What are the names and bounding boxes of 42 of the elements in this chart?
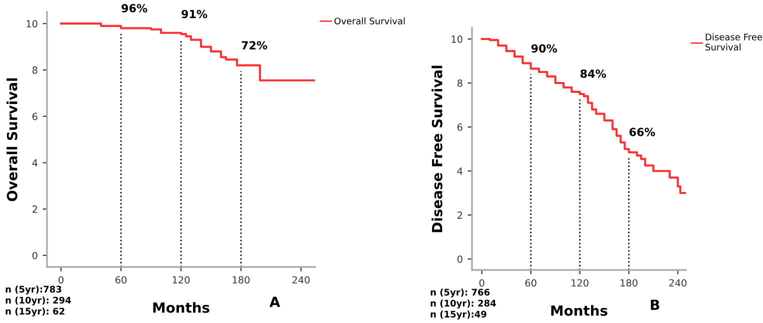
x-tick-label: 180 [232,276,250,284]
x-tick-label: 60 [115,276,127,284]
y-tick-label: 0 [457,255,462,263]
legend-label: Overall Survival [334,17,405,24]
text: n (5yr): 766 [430,288,490,298]
annotation: 72% [242,41,268,50]
text: n (10yr): 284 [430,300,496,308]
x-axis-title: Months [551,305,608,316]
text: A [270,296,280,307]
y-tick-label: 4 [457,168,462,175]
y-tick-label: 0 [32,252,38,260]
y-axis-title: Overall Survival [6,78,18,202]
x-tick-label: 0 [58,276,64,284]
text: n (5yr):783 [6,286,62,294]
annotation: 91% [182,10,208,18]
y-tick-label: 10 [26,20,38,28]
x-tick-label: 120 [172,276,190,284]
annotation: 90% [531,44,558,53]
y-axis-title: Disease Free Survival [432,66,442,232]
y-tick-label: 2 [458,211,462,219]
annotation: 84% [580,70,606,78]
text: n (10yr): 294 [6,296,71,306]
text: n (15yr): 62 [6,308,64,316]
x-tick-label: 180 [620,279,638,287]
y-tick-label: 8 [32,66,38,74]
y-tick-label: 6 [457,123,462,131]
x-axis-title: Months [153,302,210,313]
text: B [650,300,660,310]
y-tick-label: 2 [32,206,37,213]
annotation: 66% [630,128,656,136]
x-tick-label: 0 [479,279,484,287]
x-tick-label: 120 [572,279,588,287]
annotation: 96% [122,4,148,12]
x-tick-label: 240 [669,279,686,287]
text: n (15yr):49 [430,310,486,320]
x-tick-label: 60 [525,279,536,287]
y-tick-label: 6 [32,112,38,120]
legend-label: Disease Free Survival [706,33,762,51]
y-tick-label: 10 [452,35,462,43]
y-tick-label: 8 [457,79,462,87]
x-tick-label: 240 [292,276,310,284]
y-tick-label: 4 [32,159,38,166]
